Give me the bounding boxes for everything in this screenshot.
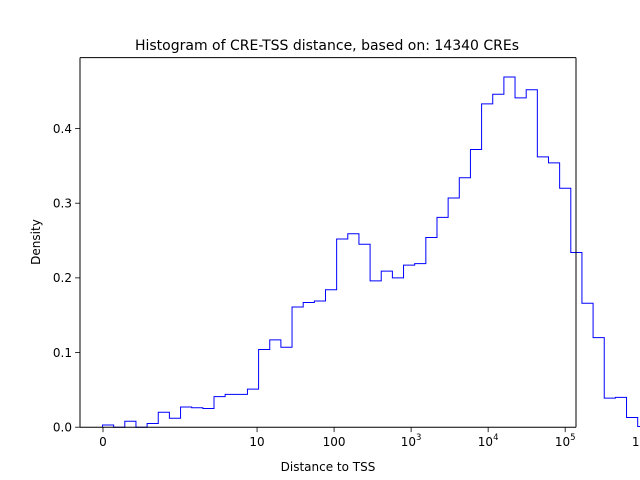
- x-tick-label: 100: [323, 435, 346, 449]
- y-tick-label: 0.3: [53, 197, 72, 211]
- x-tick-label: 103: [401, 433, 422, 449]
- histogram-step-line: [102, 76, 640, 428]
- x-tick-label: 105: [555, 433, 576, 449]
- x-tick-exponent: 3: [416, 433, 421, 443]
- y-axis-label: Density: [29, 219, 43, 265]
- histogram-layer: [102, 76, 640, 428]
- x-tick-label: 10: [249, 435, 264, 449]
- x-axis-label: Distance to TSS: [281, 460, 376, 474]
- chart-title: Histogram of CRE-TSS distance, based on:…: [135, 38, 519, 54]
- y-tick-label: 0.2: [53, 271, 72, 285]
- x-tick-exponent: 5: [570, 433, 575, 443]
- x-tick-label: 104: [478, 433, 499, 449]
- x-axis-ticks: 0 10 100 103 104 105 106: [99, 427, 640, 449]
- x-tick-label: 106: [632, 433, 640, 449]
- y-axis-ticks: 0.0 0.1 0.2 0.3 0.4: [53, 122, 80, 435]
- y-tick-label: 0.4: [53, 122, 72, 136]
- x-tick-exponent: 4: [493, 433, 498, 443]
- y-tick-label: 0.1: [53, 346, 72, 360]
- x-tick-label: 0: [99, 435, 107, 449]
- y-tick-label: 0.0: [53, 421, 72, 435]
- axes-frame: [79, 57, 577, 428]
- plot-area: [80, 57, 576, 428]
